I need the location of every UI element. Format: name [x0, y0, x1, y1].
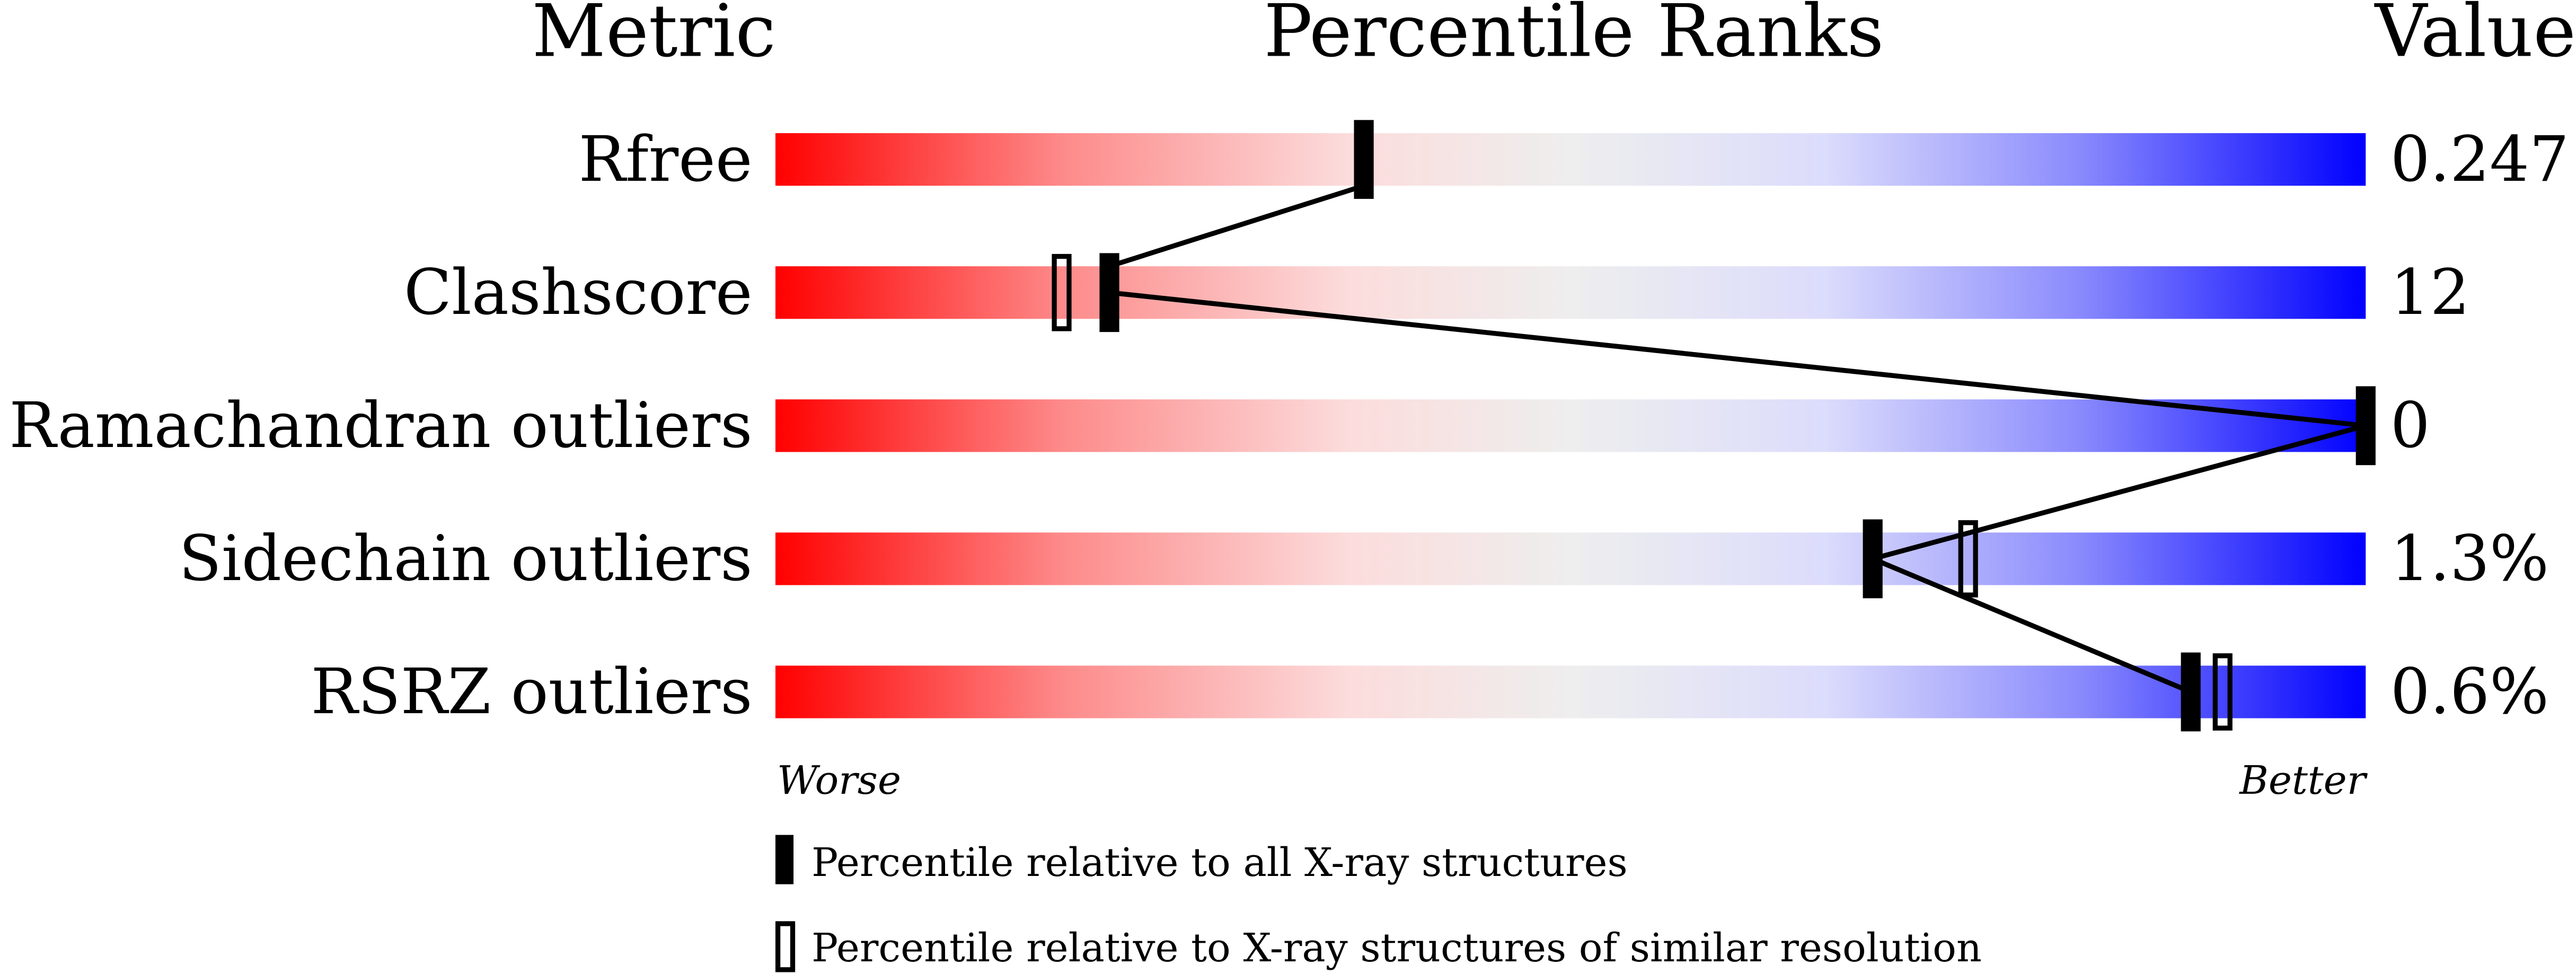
percentile-bar	[775, 399, 2366, 452]
metric-label: RSRZ outliers	[311, 655, 752, 728]
marker-all-structures	[2356, 386, 2376, 466]
metric-value: 1.3%	[2390, 522, 2549, 595]
marker-all-structures	[1099, 253, 1119, 332]
header-metric: Metric	[532, 0, 775, 73]
marker-all-structures	[2181, 652, 2201, 732]
axis-label-worse: Worse	[777, 757, 901, 803]
header-percentile-ranks: Percentile Ranks	[1264, 0, 1884, 73]
marker-similar-resolution	[1052, 253, 1072, 331]
percentile-bar	[775, 133, 2366, 186]
connector-line	[1109, 290, 2366, 428]
connector-line	[1108, 183, 1365, 269]
metric-label: Sidechain outliers	[179, 522, 752, 595]
metric-value: 0.247	[2390, 123, 2569, 196]
legend-filled-marker	[775, 835, 794, 884]
header-value: Value	[2374, 0, 2576, 73]
metric-value: 0	[2390, 389, 2430, 462]
marker-similar-resolution	[2212, 653, 2233, 731]
percentile-bar	[775, 266, 2366, 319]
marker-all-structures	[1354, 120, 1374, 199]
connector-line	[1872, 423, 2367, 562]
axis-label-better: Better	[2238, 757, 2368, 803]
percentile-bar	[775, 532, 2366, 585]
legend-open-marker	[775, 921, 796, 972]
marker-similar-resolution	[1958, 520, 1978, 598]
legend-label-similar: Percentile relative to X-ray structures …	[811, 925, 1982, 971]
metric-label: Clashscore	[404, 256, 753, 329]
metric-value: 0.6%	[2390, 655, 2549, 728]
connector-line	[1872, 556, 2192, 695]
legend-label-all: Percentile relative to all X-ray structu…	[811, 839, 1628, 886]
metric-label: Ramachandran outliers	[9, 389, 752, 462]
metric-value: 12	[2390, 256, 2470, 329]
metric-label: Rfree	[579, 123, 753, 196]
marker-all-structures	[1863, 519, 1883, 599]
percentile-bar	[775, 665, 2366, 718]
